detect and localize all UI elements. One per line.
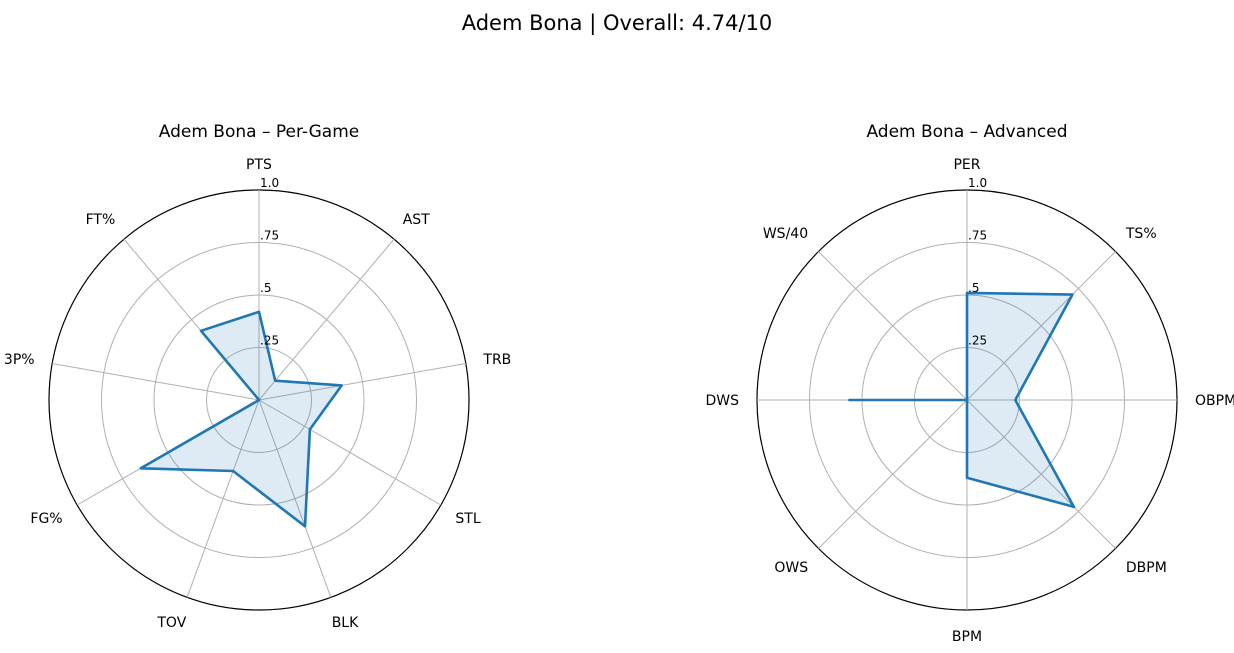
spoke-line <box>258 238 395 401</box>
data-layer <box>848 291 1076 509</box>
spoke-line <box>818 251 968 401</box>
category-label: WS/40 <box>763 226 808 242</box>
label-layer: .25 .5 .75 1.0 PER TS% OBPM DBPM BPM OWS DWS WS/40 <box>705 157 1234 645</box>
category-label: OBPM <box>1195 393 1234 409</box>
category-label: AST <box>403 212 430 228</box>
category-label: TOV <box>156 615 186 631</box>
radial-tick-label: .5 <box>260 281 271 295</box>
series-line <box>139 310 344 528</box>
panel-title: Adem Bona – Per-Game <box>159 122 359 142</box>
radial-tick-label: .25 <box>968 334 987 348</box>
spoke-line <box>966 251 1116 401</box>
category-label: PTS <box>246 157 272 173</box>
data-layer <box>139 310 344 528</box>
radar-chart-per-game: Adem Bona – Per-Game .25 .5 .75 1.0 PTS AST TR… <box>4 122 511 631</box>
category-label: BPM <box>952 629 982 645</box>
category-label: DWS <box>705 393 739 409</box>
category-label: STL <box>455 511 480 527</box>
label-layer: .25 .5 .75 1.0 PTS AST TRB STL BLK TOV FG% 3P% FT% <box>4 157 511 631</box>
radial-tick-label: .75 <box>968 229 987 243</box>
category-label: PER <box>953 157 980 173</box>
spoke-line <box>966 399 1116 549</box>
category-label: 3P% <box>4 352 35 368</box>
radial-tick-label: .75 <box>260 229 279 243</box>
spoke-line <box>818 399 968 549</box>
category-label: FT% <box>86 212 116 228</box>
series-fill <box>140 311 342 527</box>
spoke-line <box>52 363 260 401</box>
spoke-line <box>258 363 466 401</box>
category-label: TS% <box>1125 226 1157 242</box>
spoke-line <box>258 399 332 598</box>
radial-tick-label: 1.0 <box>260 176 279 190</box>
figure-title: Adem Bona | Overall: 4.74/10 <box>462 11 773 36</box>
spoke-line <box>258 399 442 506</box>
radar-chart-advanced: Adem Bona – Advanced .25 .5 .75 1.0 PER TS% OB… <box>705 122 1234 645</box>
radial-tick-label: .5 <box>968 281 979 295</box>
spoke-line <box>186 399 260 598</box>
category-label: DBPM <box>1126 560 1167 576</box>
category-label: TRB <box>482 352 511 368</box>
category-label: FG% <box>30 511 62 527</box>
category-label: BLK <box>332 615 359 631</box>
series-fill <box>849 292 1074 507</box>
panel-title: Adem Bona – Advanced <box>866 122 1067 142</box>
radial-tick-label: 1.0 <box>968 176 987 190</box>
radial-tick-label: .25 <box>260 334 279 348</box>
series-line <box>848 291 1076 509</box>
category-label: OWS <box>774 560 808 576</box>
